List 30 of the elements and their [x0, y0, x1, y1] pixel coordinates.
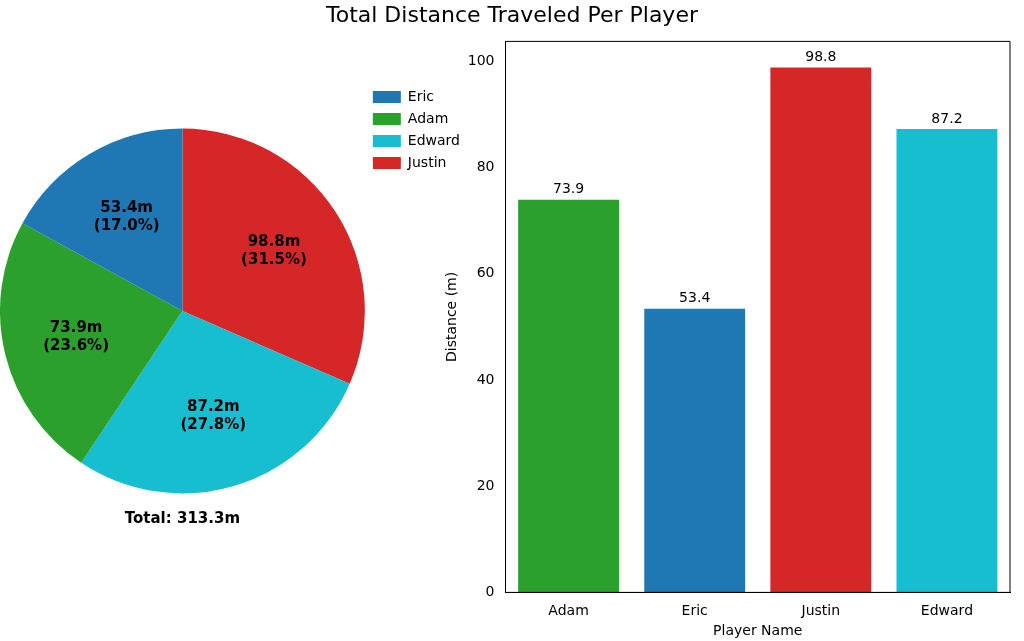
y-tick-label: 80	[476, 157, 495, 174]
legend-label: Adam	[407, 109, 449, 126]
text: Total: 313.3m	[124, 509, 241, 528]
y-tick-label: 100	[467, 51, 495, 68]
y-tick-label: 40	[476, 370, 495, 387]
data-label: 98.8	[805, 48, 837, 65]
y-axis-title: Distance (m)	[443, 271, 460, 363]
bar	[770, 67, 872, 593]
chart-title: Total Distance Traveled Per Player	[325, 1, 699, 29]
legend-label: Edward	[407, 131, 461, 148]
y-tick-label: 20	[476, 476, 495, 493]
y-tick-label: 60	[476, 264, 495, 281]
x-axis-title: Player Name	[713, 622, 803, 639]
x-tick-label: Edward	[920, 602, 974, 619]
data-label: 87.2	[931, 109, 963, 126]
bar	[896, 129, 998, 593]
legend-label: Justin	[406, 153, 447, 170]
data-label: 73.9	[553, 180, 585, 197]
data-label: 73.9m (23.6%)	[43, 317, 109, 354]
data-label: 87.2m (27.8%)	[180, 396, 247, 433]
y-tick-label: 0	[485, 583, 495, 600]
data-label: 53.4	[679, 289, 711, 306]
legend-label: Eric	[407, 87, 435, 104]
x-tick-label: Eric	[681, 602, 708, 619]
x-tick-label: Justin	[800, 602, 841, 619]
bar	[518, 199, 620, 593]
data-label: 98.8m (31.5%)	[241, 231, 307, 268]
bar	[644, 308, 746, 593]
x-tick-label: Adam	[548, 602, 589, 619]
data-label: 53.4m (17.0%)	[93, 197, 160, 234]
